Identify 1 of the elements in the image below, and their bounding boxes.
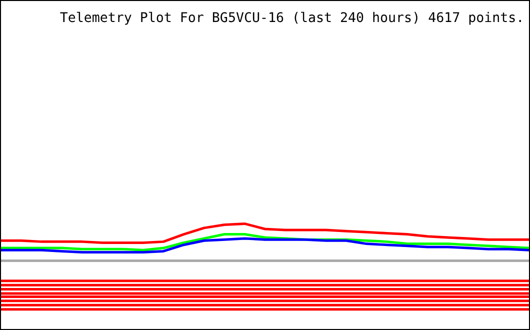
- chart-title: Telemetry Plot For BG5VCU-16 (last 240 hours) 4617 points.: [60, 11, 524, 26]
